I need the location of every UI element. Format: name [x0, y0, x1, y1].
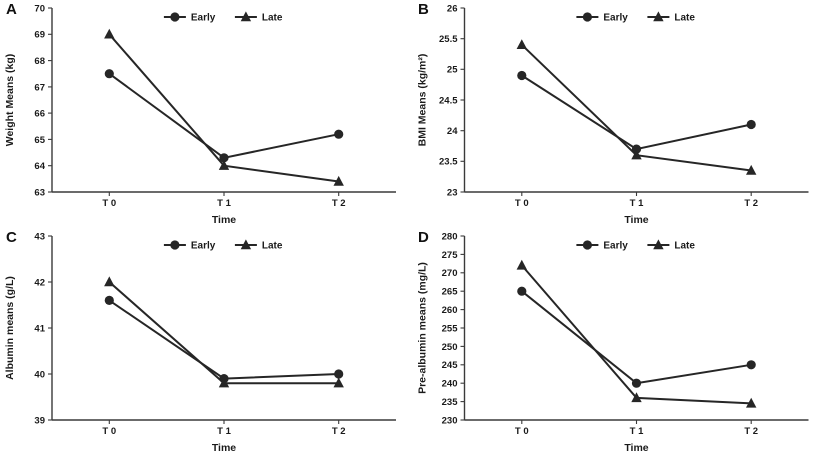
y-axis-title: BMI Means (kg/m²) [417, 54, 429, 147]
svg-text:63: 63 [34, 187, 45, 198]
y-axis-title: Weight Means (kg) [4, 54, 16, 147]
legend-label-late: Late [262, 241, 283, 252]
svg-text:270: 270 [442, 268, 458, 279]
axes [51, 236, 396, 421]
legend-label-late: Late [262, 13, 283, 24]
svg-text:245: 245 [442, 360, 459, 371]
series-early [517, 286, 756, 388]
svg-text:67: 67 [34, 82, 45, 93]
chart-albumin: 39 40 41 42 43 T 0 T 1 T 2 Albumin means (g/L) Ti… [0, 228, 412, 456]
svg-text:25: 25 [447, 65, 458, 76]
svg-text:T 1: T 1 [630, 426, 644, 437]
svg-text:230: 230 [442, 415, 458, 426]
legend: Early Late [163, 239, 283, 252]
svg-text:40: 40 [34, 369, 45, 380]
legend: Early Late [576, 239, 695, 252]
svg-text:41: 41 [34, 323, 45, 334]
svg-text:280: 280 [442, 231, 458, 242]
legend-label-early: Early [603, 241, 628, 252]
chart-canvas: 63 64 65 66 67 68 69 70 T 0 T 1 T 2 Weight Means (k… [4, 3, 396, 226]
svg-text:24.5: 24.5 [439, 95, 458, 106]
svg-text:42: 42 [34, 277, 45, 288]
chart-canvas: 39 40 41 42 43 T 0 T 1 T 2 Albumin means (g/L) Ti… [4, 231, 396, 454]
svg-text:240: 240 [442, 379, 458, 390]
series-late [516, 39, 757, 175]
legend-label-early: Early [191, 241, 216, 252]
svg-text:39: 39 [34, 415, 45, 426]
panel-label-a: A [6, 1, 17, 18]
x-axis-title: Time [212, 442, 236, 454]
svg-text:T 1: T 1 [630, 198, 644, 209]
series-late [104, 276, 344, 388]
svg-text:26: 26 [447, 3, 458, 14]
legend: Early Late [163, 11, 283, 24]
svg-text:T 0: T 0 [515, 198, 529, 209]
x-axis-title: Time [624, 442, 648, 454]
svg-text:255: 255 [442, 323, 459, 334]
y-axis-title: Pre-albumin means (mg/L) [417, 262, 429, 394]
svg-text:T 0: T 0 [102, 198, 116, 209]
svg-text:T 2: T 2 [744, 426, 758, 437]
svg-text:64: 64 [34, 161, 45, 172]
panel-c: C 39 40 41 42 43 T 0 T 1 T 2 Albumin means (g/L)… [0, 228, 412, 456]
svg-text:65: 65 [34, 135, 45, 146]
svg-text:T 0: T 0 [515, 426, 529, 437]
x-axis: T 0 T 1 T 2 [102, 192, 346, 209]
svg-text:T 2: T 2 [332, 198, 346, 209]
x-axis: T 0 T 1 T 2 [515, 192, 758, 209]
series-late [104, 28, 344, 186]
svg-text:70: 70 [34, 3, 45, 14]
svg-text:T 1: T 1 [217, 198, 231, 209]
svg-text:T 2: T 2 [744, 198, 758, 209]
chart-canvas: 23 23.5 24 24.5 25 25.5 26 T 0 T 1 T 2 BMI Means (… [417, 3, 809, 226]
y-axis: 63 64 65 66 67 68 69 70 [34, 3, 52, 198]
axes [463, 8, 809, 193]
y-axis: 39 40 41 42 43 [34, 231, 52, 426]
svg-text:235: 235 [442, 397, 459, 408]
panel-label-d: D [418, 229, 429, 246]
x-axis: T 0 T 1 T 2 [102, 420, 346, 437]
svg-text:T 1: T 1 [217, 426, 231, 437]
svg-text:250: 250 [442, 342, 458, 353]
panel-b: B 23 23.5 24 24.5 25 25.5 26 T 0 T 1 T 2 BMI Means… [412, 0, 825, 228]
panel-label-c: C [6, 229, 17, 246]
svg-text:23: 23 [447, 187, 458, 198]
chart-bmi: 23 23.5 24 24.5 25 25.5 26 T 0 T 1 T 2 BMI Means (… [412, 0, 825, 228]
panel-label-b: B [418, 1, 429, 18]
y-axis-title: Albumin means (g/L) [4, 276, 16, 380]
x-axis-title: Time [212, 214, 236, 226]
svg-text:265: 265 [442, 287, 459, 298]
panel-a: A 63 64 65 66 67 68 69 70 T 0 T 1 T 2 Weight Means … [0, 0, 412, 228]
legend-label-late: Late [674, 13, 695, 24]
x-axis-title: Time [624, 214, 648, 226]
series-late [516, 259, 757, 408]
svg-text:260: 260 [442, 305, 458, 316]
svg-text:68: 68 [34, 56, 45, 67]
y-axis: 23 23.5 24 24.5 25 25.5 26 [439, 3, 465, 198]
svg-text:T 0: T 0 [102, 426, 116, 437]
svg-text:43: 43 [34, 231, 45, 242]
svg-text:25.5: 25.5 [439, 34, 458, 45]
legend-label-early: Early [191, 13, 216, 24]
svg-text:275: 275 [442, 250, 459, 261]
svg-text:23.5: 23.5 [439, 157, 458, 168]
svg-text:T 2: T 2 [332, 426, 346, 437]
legend: Early Late [576, 11, 695, 24]
series-early [517, 70, 756, 154]
series-early [104, 69, 344, 163]
svg-text:69: 69 [34, 30, 45, 41]
y-axis: 230 235 240 245 250 255 260 265 270 275 280 [442, 231, 465, 426]
chart-weight: 63 64 65 66 67 68 69 70 T 0 T 1 T 2 Weight Means (k… [0, 0, 412, 228]
x-axis: T 0 T 1 T 2 [515, 420, 758, 437]
svg-text:66: 66 [34, 109, 45, 120]
legend-label-late: Late [674, 241, 695, 252]
legend-label-early: Early [603, 13, 628, 24]
svg-text:24: 24 [447, 126, 458, 137]
